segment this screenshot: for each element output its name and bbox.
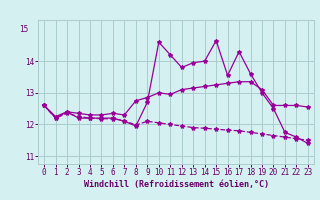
X-axis label: Windchill (Refroidissement éolien,°C): Windchill (Refroidissement éolien,°C) (84, 180, 268, 189)
Text: 15: 15 (19, 25, 28, 34)
